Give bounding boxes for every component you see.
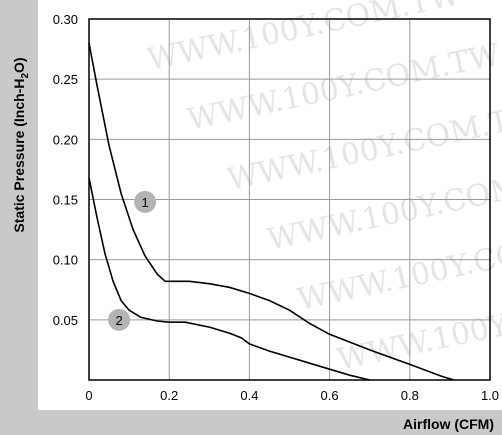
series-marker-label-2: 2 [115,313,122,328]
y-tick-label-4: 0.10 [53,253,78,268]
x-axis-label: Airflow (CFM) [403,416,494,432]
x-tick-label-3: 0.6 [321,388,339,403]
y-tick-label-5: 0.05 [53,313,78,328]
watermark-layer: WWW.100Y.COM.TWWWW.100Y.COM.TWWWW.100Y.C… [144,0,502,378]
y-axis-label-subscript: 2 [20,73,31,79]
y-tick-label-2: 0.20 [53,132,78,147]
y-axis-label: Static Pressure (Inch-H2O) [11,57,31,232]
series-line-1 [88,42,455,381]
left-panel [0,0,38,435]
series-marker-2 [108,308,131,331]
y-axis-label-end: O) [11,57,27,73]
x-tick-label-1: 0.2 [160,388,178,403]
y-tick-label-1: 0.25 [53,72,78,87]
y-tick-label-3: 0.15 [53,193,78,208]
marker-layer: 12 [108,190,157,331]
series-marker-label-1: 1 [142,195,149,210]
plot-frame [88,18,491,381]
series-line-2 [88,177,370,381]
series-layer [88,42,455,381]
x-tick-label-2: 0.4 [240,388,258,403]
x-tick-label-4: 0.8 [401,388,419,403]
y-axis-label-main: Static Pressure (Inch-H [11,79,27,233]
bottom-panel [38,410,502,435]
series-marker-1 [134,190,157,213]
x-tick-label-5: 1.0 [481,388,499,403]
y-tick-label-0: 0.30 [53,12,78,27]
x-tick-label-0: 0 [85,388,92,403]
tick-labels: 0 0.2 0.4 0.6 0.8 1.0 0.30 0.25 0.20 0.15 0.10 0.05 [53,12,499,403]
